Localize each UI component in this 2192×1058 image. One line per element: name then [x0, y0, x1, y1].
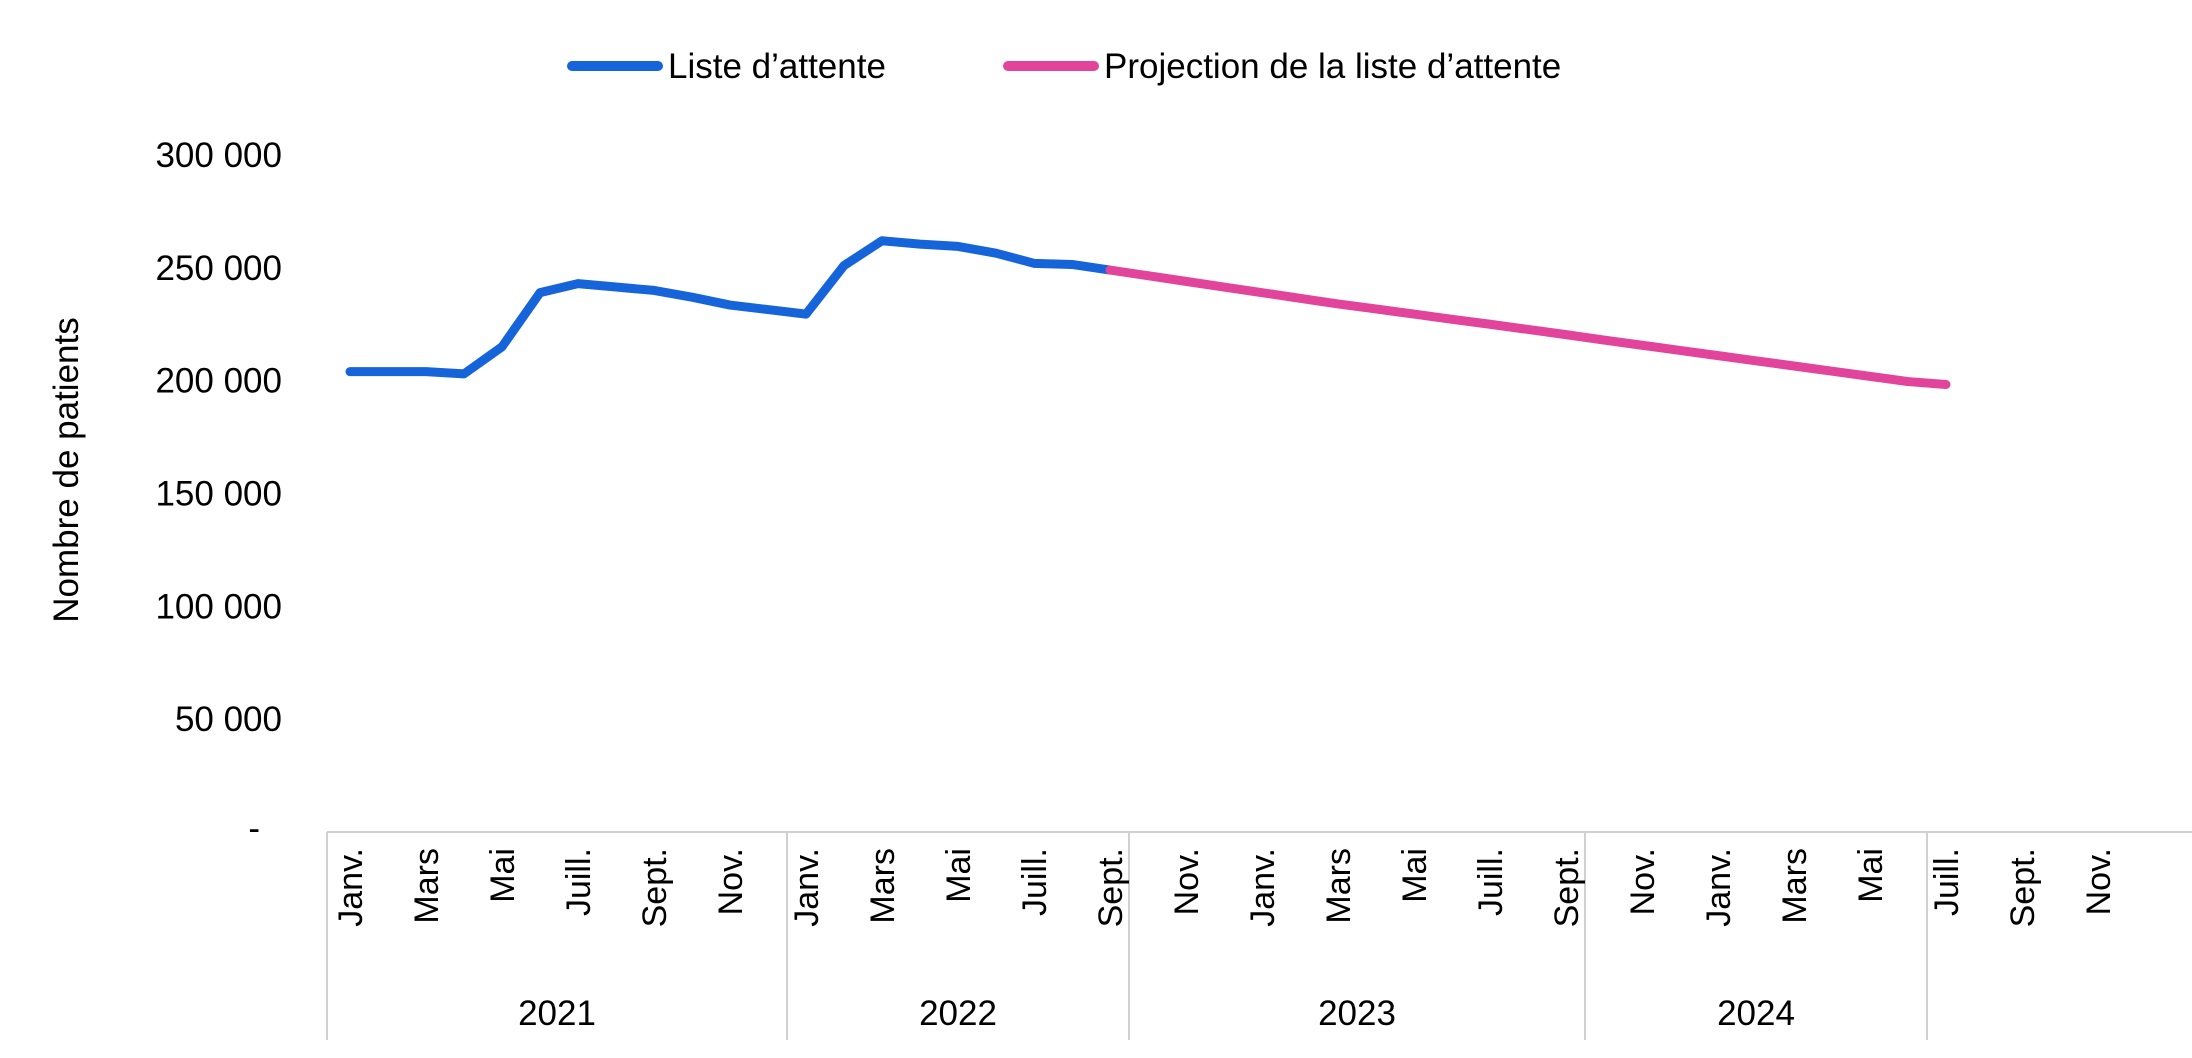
x-year-group-label: 2024	[1717, 994, 1795, 1033]
x-month-tick-label: Nov.	[2080, 848, 2118, 915]
x-month-tick-label: Mars	[864, 848, 902, 924]
y-tick-label: 200 000	[155, 362, 282, 401]
x-year-group-label: 2023	[1318, 994, 1396, 1033]
x-month-tick-label: Janv.	[1244, 848, 1282, 927]
y-tick-label: 50 000	[175, 700, 282, 739]
x-month-tick-label: Mars	[1320, 848, 1358, 924]
x-year-group-label: 2022	[919, 994, 997, 1033]
x-month-tick-label: Nov.	[1624, 848, 1662, 915]
x-month-tick-label: Nov.	[1168, 848, 1206, 915]
y-tick-label: 250 000	[155, 249, 282, 288]
series-line-projection	[1105, 265, 1951, 390]
x-month-tick-label: Sept.	[2004, 848, 2042, 927]
series-line-actual	[345, 236, 1115, 379]
x-month-tick-label: Mai	[940, 848, 978, 903]
x-month-tick-label: Mars	[1776, 848, 1814, 924]
x-axis-separators	[326, 831, 2192, 1040]
x-axis-month-labels: Janv. Mars Mai Juill. Sept. Nov. Janv. Mars Mai J…	[332, 848, 2118, 927]
x-month-tick-label: Mars	[408, 848, 446, 924]
x-month-tick-label: Nov.	[712, 848, 750, 915]
y-axis-label: Nombre de patients	[47, 317, 86, 622]
legend-label-actual: Liste d’attente	[668, 47, 886, 86]
legend: Liste d’attente Projection de la liste d…	[567, 47, 1561, 86]
x-month-tick-label: Juill.	[1016, 848, 1054, 916]
x-month-tick-label: Juill.	[1472, 848, 1510, 916]
y-tick-label: 100 000	[155, 587, 282, 626]
y-axis-ticks: - 50 000 100 000 150 000 200 000 250 000 300 0…	[155, 136, 282, 848]
x-month-tick-label: Mai	[484, 848, 522, 903]
x-month-tick-label: Janv.	[788, 848, 826, 927]
x-month-tick-label: Juill.	[560, 848, 598, 916]
x-month-tick-label: Sept.	[1548, 848, 1586, 927]
x-month-tick-label: Mai	[1396, 848, 1434, 903]
series-lines	[345, 236, 1951, 390]
x-month-tick-label: Janv.	[1700, 848, 1738, 927]
x-month-tick-label: Janv.	[332, 848, 370, 927]
legend-label-projection: Projection de la liste d’attente	[1104, 47, 1561, 86]
y-tick-label: 150 000	[155, 475, 282, 514]
x-month-tick-label: Juill.	[1928, 848, 1966, 916]
x-month-tick-label: Sept.	[636, 848, 674, 927]
x-month-tick-label: Mai	[1852, 848, 1890, 903]
x-month-tick-label: Sept.	[1092, 848, 1130, 927]
x-year-group-label: 2021	[518, 994, 596, 1033]
y-tick-label: -	[248, 809, 260, 848]
y-tick-label: 300 000	[155, 136, 282, 175]
x-axis-year-labels: 20212022202320242025	[518, 994, 1795, 1033]
